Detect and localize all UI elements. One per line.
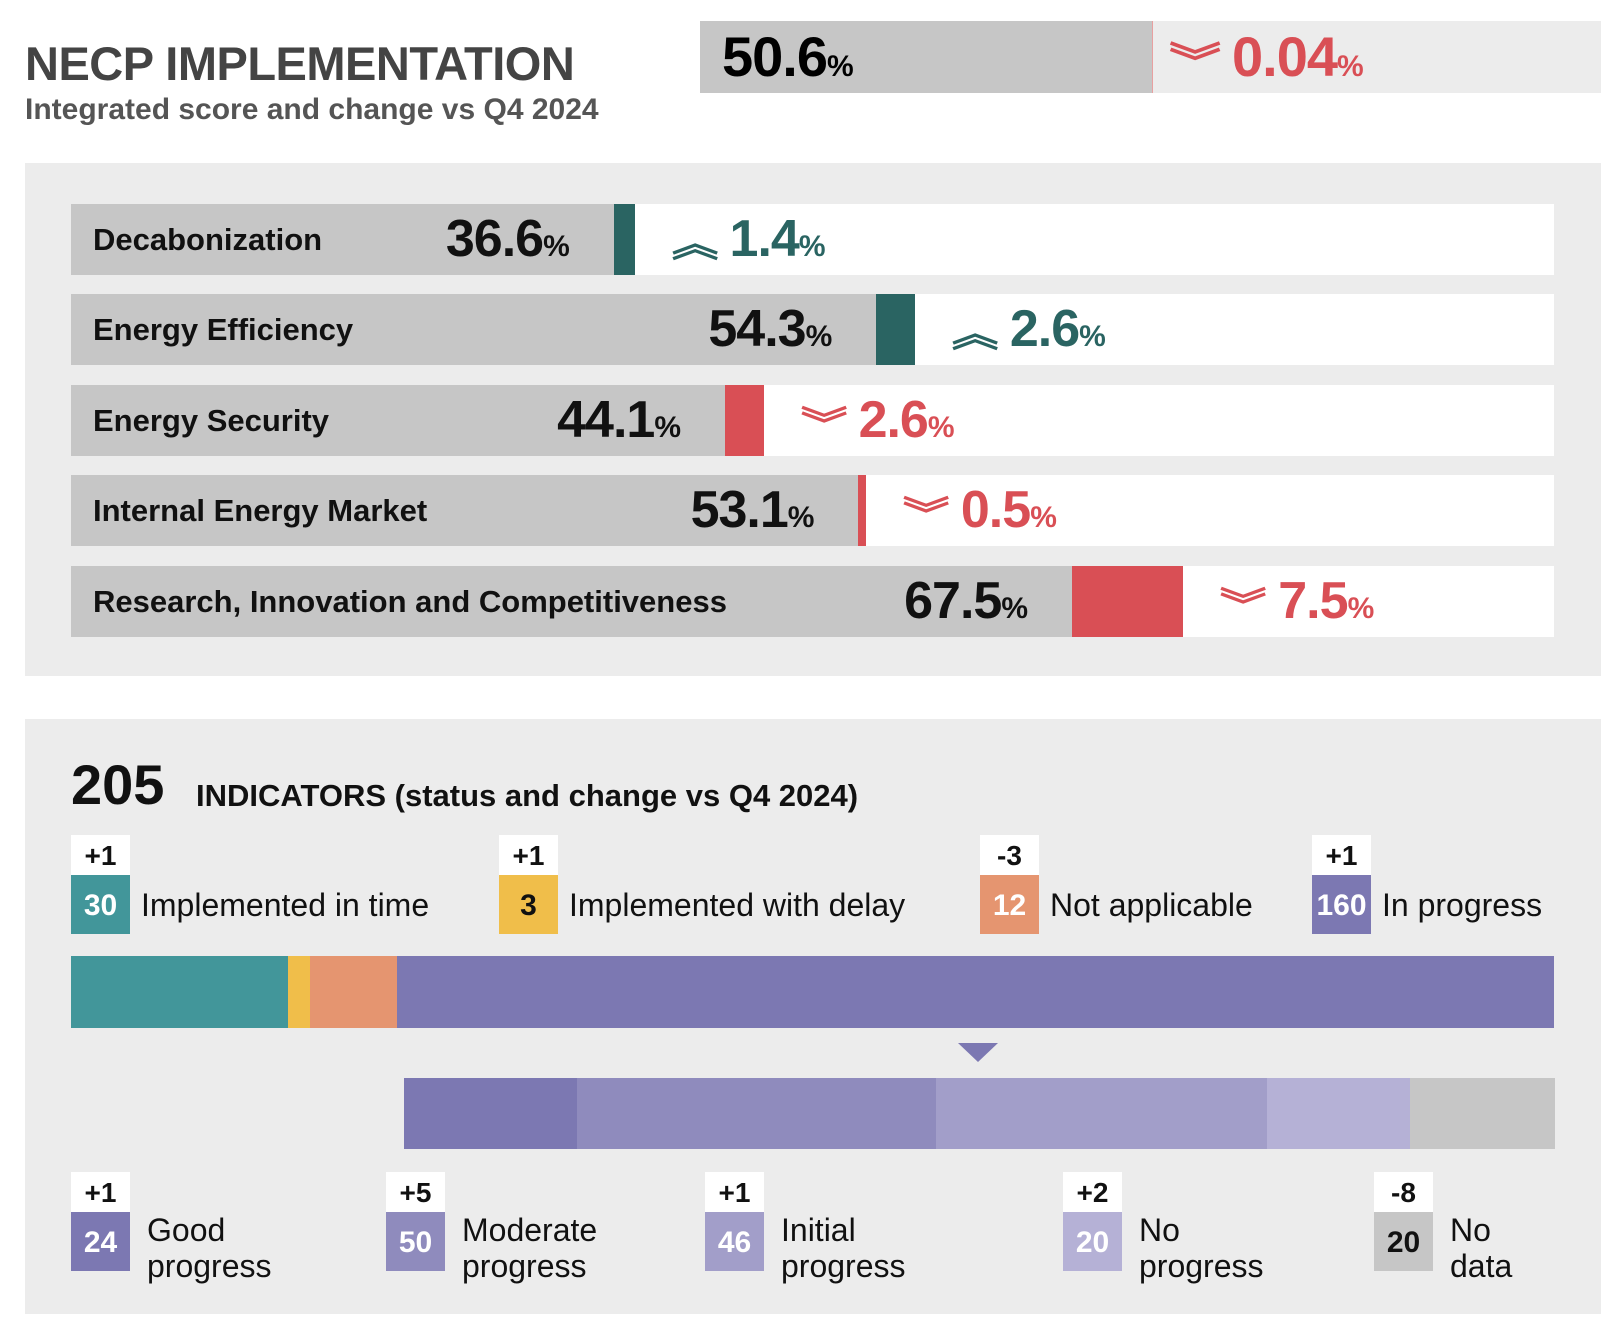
count-badge: 20 xyxy=(1063,1212,1122,1271)
count-badge: 30 xyxy=(71,875,130,934)
dimension-row: Decabonization 36.6% ︽ 1.4% xyxy=(71,204,1554,275)
progress-bar xyxy=(404,1078,1555,1149)
page-subtitle: Integrated score and change vs Q4 2024 xyxy=(25,93,599,126)
legend-label: Initial progress xyxy=(781,1212,906,1284)
bar-segment xyxy=(935,1078,1267,1149)
bar-segment xyxy=(1266,1078,1411,1149)
status-bar xyxy=(71,956,1555,1028)
change-label: ︽ 2.6% xyxy=(952,294,1106,377)
dimension-label: Decabonization xyxy=(93,222,323,257)
dimension-label: Internal Energy Market xyxy=(93,493,428,528)
legend-label: Moderate progress xyxy=(462,1212,598,1284)
legend-label: Good progress xyxy=(147,1212,272,1284)
delta-badge: +1 xyxy=(1312,835,1371,884)
legend-label: No data xyxy=(1450,1212,1513,1284)
legend-label: No progress xyxy=(1139,1212,1264,1284)
count-badge: 3 xyxy=(499,875,558,934)
change-bar xyxy=(613,204,635,275)
count-badge: 46 xyxy=(705,1212,764,1271)
change-label: ︽ 1.4% xyxy=(671,204,825,287)
score-bar xyxy=(71,294,877,365)
delta-badge: +1 xyxy=(71,835,130,884)
score-bar xyxy=(71,475,859,546)
bar-segment xyxy=(396,956,1555,1028)
delta-badge: +2 xyxy=(1063,1172,1122,1221)
chevron-down-icon: ︾ xyxy=(800,404,847,445)
integrated-change: ︾ 0.04% xyxy=(1152,21,1601,93)
chevron-up-icon: ︽ xyxy=(671,223,718,264)
score-label: 53.1% xyxy=(690,481,815,539)
bar-segment xyxy=(309,956,398,1028)
legend-label: Implemented with delay xyxy=(569,887,906,923)
dimension-row: Research, Innovation and Competitiveness… xyxy=(71,566,1554,637)
chevron-up-icon: ︽ xyxy=(951,313,999,354)
delta-badge: -3 xyxy=(980,835,1039,884)
delta-badge: +5 xyxy=(386,1172,445,1221)
legend-label: Not applicable xyxy=(1050,887,1253,923)
page-title: NECP IMPLEMENTATION xyxy=(25,37,575,90)
count-badge: 20 xyxy=(1374,1212,1433,1271)
chevron-down-icon: ︾ xyxy=(1219,585,1267,626)
bar-segment xyxy=(576,1078,937,1149)
score-label: 44.1% xyxy=(557,391,682,449)
score-bar xyxy=(71,204,614,275)
bar-segment xyxy=(1410,1078,1555,1149)
dimension-label: Energy Efficiency xyxy=(93,312,354,347)
bar-segment xyxy=(288,956,311,1028)
indicators-title: INDICATORS (status and change vs Q4 2024… xyxy=(196,778,859,813)
dimension-label: Research, Innovation and Competitiveness xyxy=(93,584,727,619)
change-bar xyxy=(1072,566,1184,637)
integrated-score: 50.6% xyxy=(700,21,1152,93)
change-bar xyxy=(876,294,915,365)
integrated-change-value: 0.04 xyxy=(1232,25,1338,88)
delta-badge: -8 xyxy=(1374,1172,1433,1221)
indicators-total: 205 xyxy=(71,753,165,816)
pct-sign: % xyxy=(1337,50,1364,83)
delta-badge: +1 xyxy=(499,835,558,884)
pct-sign: % xyxy=(827,50,854,83)
count-badge: 160 xyxy=(1312,875,1371,934)
bar-segment xyxy=(71,956,289,1028)
score-label: 67.5% xyxy=(904,572,1029,630)
chevron-down-icon: ︾ xyxy=(1169,41,1221,85)
dimension-row: Energy Security 44.1% ︾ 2.6% xyxy=(71,385,1554,456)
bar-segment xyxy=(404,1078,577,1149)
score-bar xyxy=(71,385,725,456)
score-label: 54.3% xyxy=(708,300,833,358)
legend-label: In progress xyxy=(1382,887,1543,923)
dimension-row: Energy Efficiency 54.3% ︽ 2.6% xyxy=(71,294,1554,365)
change-label: ︾ 2.6% xyxy=(800,385,954,468)
count-badge: 24 xyxy=(71,1212,130,1271)
dimension-row: Internal Energy Market 53.1% ︾ 0.5% xyxy=(71,475,1554,546)
change-label: ︾ 7.5% xyxy=(1220,566,1374,649)
count-badge: 12 xyxy=(980,875,1039,934)
score-label: 36.6% xyxy=(445,210,570,268)
score-bar xyxy=(71,566,1073,637)
change-bar xyxy=(725,385,764,456)
change-label: ︾ 0.5% xyxy=(903,475,1057,558)
integrated-score-value: 50.6 xyxy=(722,25,828,88)
chevron-down-icon: ︾ xyxy=(902,494,950,535)
delta-badge: +1 xyxy=(71,1172,130,1221)
triangle-down-icon xyxy=(958,1043,998,1062)
legend-label: Implemented in time xyxy=(141,887,430,923)
dimension-label: Energy Security xyxy=(93,403,330,438)
count-badge: 50 xyxy=(386,1212,445,1271)
delta-badge: +1 xyxy=(705,1172,764,1221)
change-bar xyxy=(858,475,866,546)
